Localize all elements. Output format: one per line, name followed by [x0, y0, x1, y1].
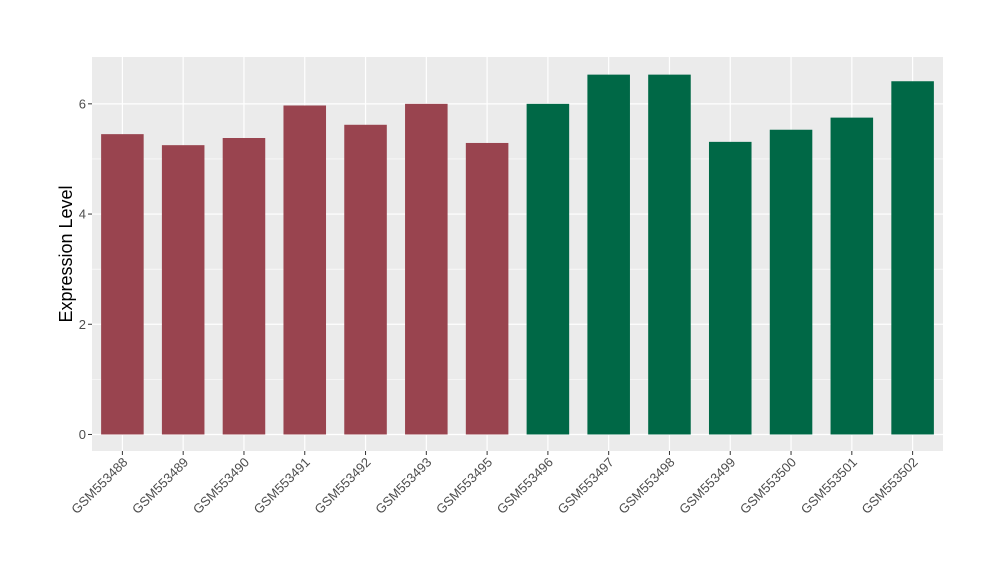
x-tick-label: GSM553490	[190, 455, 252, 517]
x-tick-label: GSM553495	[433, 455, 495, 517]
y-tick-label: 4	[79, 207, 86, 222]
x-tick-label: GSM553497	[555, 455, 617, 517]
x-tick-label: GSM553488	[68, 455, 130, 517]
bar-GSM553491	[283, 105, 327, 435]
bar-GSM553495	[465, 142, 509, 435]
bar-GSM553488	[101, 134, 144, 435]
bar-GSM553498	[648, 74, 691, 435]
bar-GSM553499	[708, 141, 752, 435]
x-tick-label: GSM553489	[129, 455, 191, 517]
y-tick-label: 2	[79, 317, 86, 332]
x-tick-label: GSM553492	[311, 455, 373, 517]
bar-GSM553500	[769, 129, 813, 435]
y-tick-label: 6	[79, 96, 86, 111]
x-tick-label: GSM553498	[615, 455, 677, 517]
plot-panel	[92, 57, 943, 451]
bar-GSM553489	[161, 145, 205, 435]
bar-GSM553493	[405, 103, 448, 435]
bar-GSM553497	[587, 74, 630, 435]
bar-GSM553492	[344, 124, 387, 435]
x-tick-label: GSM553499	[676, 455, 738, 517]
x-tick-label: GSM553501	[798, 455, 860, 517]
x-tick-label: GSM553493	[372, 455, 434, 517]
bar-GSM553502	[891, 81, 934, 435]
y-axis-title: Expression Level	[56, 185, 76, 322]
x-tick-label: GSM553500	[737, 455, 799, 517]
x-tick-label: GSM553502	[859, 455, 921, 517]
y-tick-label: 0	[79, 427, 86, 442]
x-tick-label: GSM553496	[494, 455, 556, 517]
bar-GSM553501	[830, 117, 874, 435]
bars-layer	[101, 74, 934, 435]
bar-GSM553490	[222, 138, 266, 435]
bar-GSM553496	[526, 103, 570, 435]
x-tick-label: GSM553491	[251, 455, 313, 517]
